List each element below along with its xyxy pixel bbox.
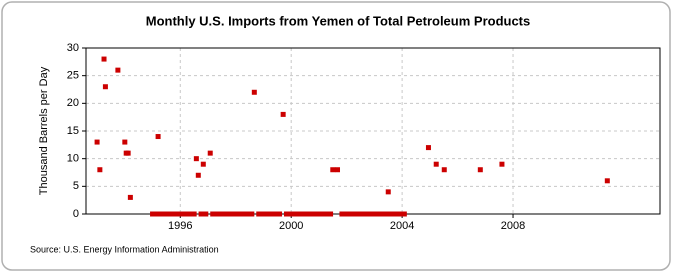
point [330,167,336,173]
y-tick-label: 25 [67,70,79,82]
source-note: Source: U.S. Energy Information Administ… [30,244,219,254]
y-tick-label: 0 [73,208,79,220]
point [604,178,610,184]
y-tick-label: 30 [67,42,79,54]
point [155,134,161,140]
point [335,167,341,173]
point [277,211,283,217]
point [102,84,108,90]
y-tick-label: 20 [67,97,79,109]
point [249,211,255,217]
point [477,167,483,173]
point [207,150,213,156]
point [195,172,201,178]
point [127,194,133,200]
point [280,111,286,117]
chart-title: Monthly U.S. Imports from Yemen of Total… [146,13,531,28]
point [125,150,131,156]
x-tick-label: 1996 [168,220,192,232]
point [101,56,107,62]
x-tick-label: 2008 [501,220,525,232]
point [193,156,199,162]
point [122,139,128,145]
x-tick-label: 2004 [390,220,414,232]
plot-background [86,48,660,214]
point [433,161,439,167]
point [385,189,391,195]
point [94,139,100,145]
point [198,211,204,217]
point [328,211,334,217]
point [425,145,431,151]
point [251,89,257,95]
y-axis-label: Thousand Barrels per Day [38,66,50,195]
point [203,211,209,217]
y-tick-label: 5 [73,180,79,192]
x-tick-label: 2000 [279,220,303,232]
point [499,161,505,167]
y-tick-label: 15 [67,125,79,137]
point [200,161,206,167]
point [441,167,447,173]
point [115,67,121,73]
point [191,211,197,217]
y-tick-label: 10 [67,153,79,165]
point [383,211,389,217]
point [401,211,407,217]
plot-area: 0 5 10 15 20 25 30 1996 2000 2004 2008 [67,42,661,232]
point [97,167,103,173]
